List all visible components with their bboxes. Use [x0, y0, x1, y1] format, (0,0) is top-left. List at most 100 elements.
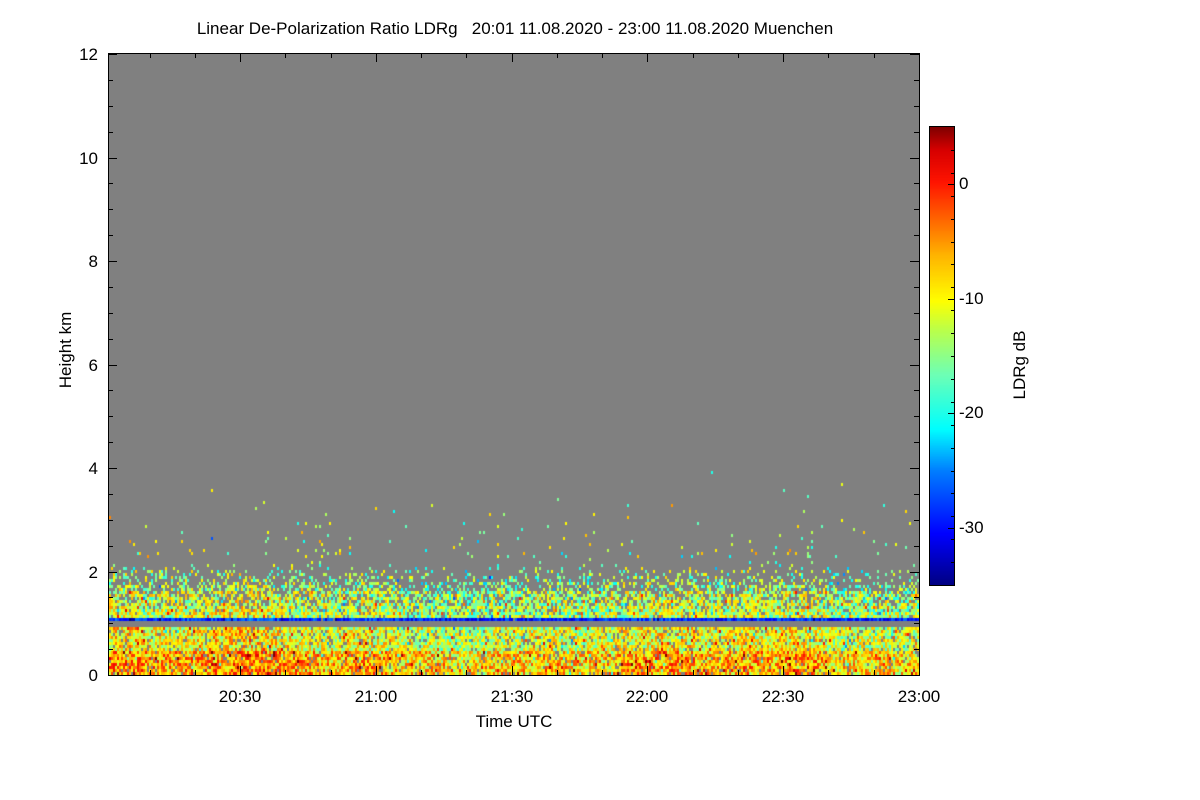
y-tick-label: 8	[88, 252, 98, 271]
y-tick-major-right	[910, 468, 919, 469]
y-tick-major	[108, 261, 117, 262]
colorbar-gradient	[930, 127, 954, 585]
colorbar-tick-minor	[951, 516, 955, 517]
y-tick-minor-right	[914, 494, 919, 495]
x-tick-minor	[285, 670, 286, 675]
y-tick-minor-right	[914, 597, 919, 598]
colorbar-tick-minor	[951, 219, 955, 220]
colorbar-tick-minor	[951, 150, 955, 151]
colorbar-tick-minor	[951, 264, 955, 265]
y-tick-major-right	[910, 261, 919, 262]
colorbar-tick-minor	[951, 310, 955, 311]
y-tick-minor	[108, 597, 113, 598]
y-tick-major	[108, 158, 117, 159]
x-tick-major	[919, 666, 920, 675]
x-tick-label: 22:00	[625, 687, 669, 706]
y-tick-minor-right	[914, 80, 919, 81]
x-tick-minor	[828, 670, 829, 675]
colorbar	[929, 126, 955, 586]
colorbar-title: LDRg dB	[1010, 330, 1029, 400]
colorbar-tick-minor	[951, 402, 955, 403]
x-tick-major-top	[512, 53, 513, 62]
y-tick-minor-right	[914, 287, 919, 288]
x-tick-major	[240, 666, 241, 675]
y-tick-label: 6	[88, 356, 98, 375]
y-tick-label: 10	[79, 149, 98, 168]
colorbar-tick-major	[948, 528, 955, 529]
colorbar-tick-label: -10	[959, 289, 984, 308]
y-tick-minor-right	[914, 313, 919, 314]
x-tick-label: 21:30	[490, 687, 534, 706]
colorbar-tick-minor	[951, 242, 955, 243]
x-tick-label: 22:30	[761, 687, 805, 706]
y-tick-minor	[108, 339, 113, 340]
y-tick-minor	[108, 390, 113, 391]
y-axis-title: Height km	[56, 311, 75, 389]
colorbar-tick-minor	[951, 356, 955, 357]
y-tick-major-right	[910, 54, 919, 55]
y-tick-minor	[108, 132, 113, 133]
x-tick-label: 23:00	[897, 687, 941, 706]
x-tick-minor	[195, 670, 196, 675]
x-tick-major-top	[783, 53, 784, 62]
colorbar-tick-major	[948, 413, 955, 414]
y-tick-minor	[108, 313, 113, 314]
colorbar-tick-label: -20	[959, 403, 984, 422]
x-tick-minor	[602, 670, 603, 675]
x-tick-minor-top	[285, 53, 286, 58]
y-tick-label: 4	[88, 459, 98, 478]
x-tick-major-top	[376, 53, 377, 62]
colorbar-tick-minor	[951, 173, 955, 174]
y-tick-major	[108, 365, 117, 366]
x-tick-major-top	[919, 53, 920, 62]
y-tick-minor-right	[914, 546, 919, 547]
x-tick-minor-top	[557, 53, 558, 58]
x-axis-title: Time UTC	[475, 712, 553, 731]
colorbar-tick-major	[948, 184, 955, 185]
x-tick-major-top	[240, 53, 241, 62]
colorbar-tick-minor	[951, 287, 955, 288]
y-tick-minor-right	[914, 623, 919, 624]
x-tick-minor	[693, 670, 694, 675]
x-tick-minor-top	[421, 53, 422, 58]
x-tick-minor-top	[195, 53, 196, 58]
colorbar-tick-minor	[951, 539, 955, 540]
plot-area	[108, 53, 920, 676]
x-tick-minor-top	[828, 53, 829, 58]
x-tick-minor	[874, 670, 875, 675]
y-tick-minor	[108, 287, 113, 288]
x-tick-minor-top	[150, 53, 151, 58]
y-tick-minor-right	[914, 209, 919, 210]
x-tick-major	[512, 666, 513, 675]
x-tick-major-top	[647, 53, 648, 62]
x-tick-minor	[738, 670, 739, 675]
x-tick-minor-top	[874, 53, 875, 58]
y-tick-major-right	[910, 158, 919, 159]
y-tick-minor-right	[914, 183, 919, 184]
y-tick-major	[108, 468, 117, 469]
x-tick-major	[783, 666, 784, 675]
y-tick-minor-right	[914, 520, 919, 521]
y-tick-minor-right	[914, 132, 919, 133]
x-tick-minor-top	[466, 53, 467, 58]
y-tick-major-right	[910, 675, 919, 676]
x-tick-label: 21:00	[354, 687, 398, 706]
x-tick-minor-top	[602, 53, 603, 58]
x-tick-minor	[331, 670, 332, 675]
y-tick-major-right	[910, 572, 919, 573]
y-tick-minor	[108, 520, 113, 521]
colorbar-tick-major	[948, 299, 955, 300]
y-tick-minor-right	[914, 442, 919, 443]
colorbar-tick-minor	[951, 562, 955, 563]
x-tick-major	[647, 666, 648, 675]
y-tick-major-right	[910, 365, 919, 366]
colorbar-tick-label: -30	[959, 518, 984, 537]
colorbar-tick-minor	[951, 379, 955, 380]
x-tick-minor	[150, 670, 151, 675]
y-tick-major	[108, 675, 117, 676]
y-tick-minor-right	[914, 649, 919, 650]
y-tick-major	[108, 572, 117, 573]
x-tick-minor-top	[738, 53, 739, 58]
y-tick-minor	[108, 235, 113, 236]
x-tick-label: 20:30	[218, 687, 262, 706]
